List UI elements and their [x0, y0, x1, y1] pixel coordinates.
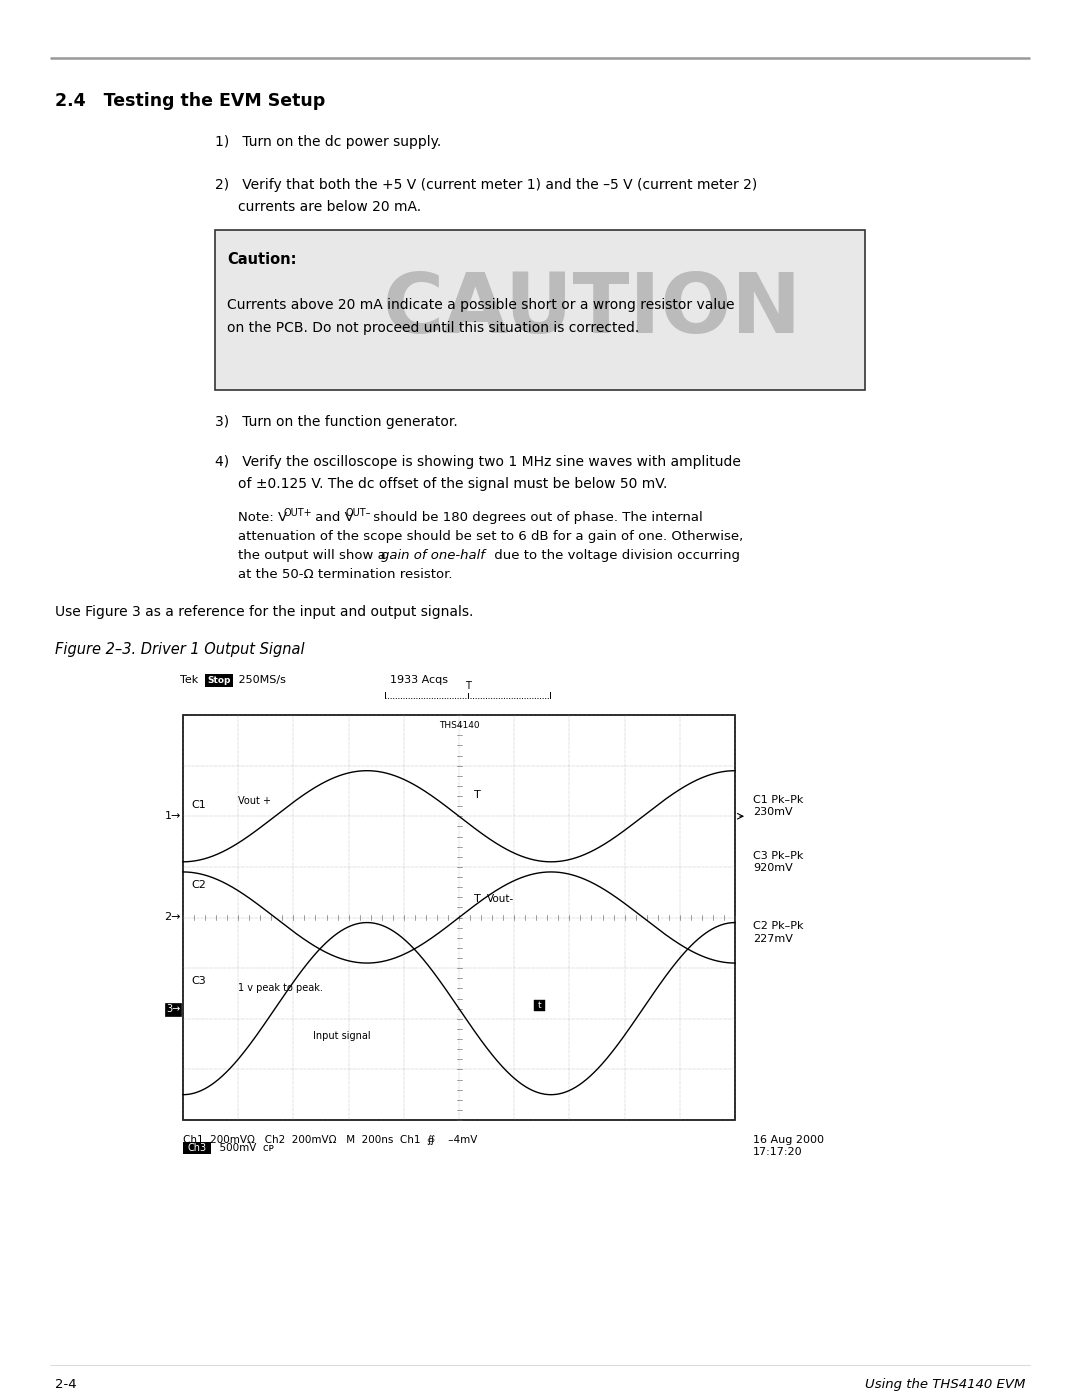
- Text: 1)   Turn on the dc power supply.: 1) Turn on the dc power supply.: [215, 136, 442, 149]
- Text: Figure 2–3. Driver 1 Output Signal: Figure 2–3. Driver 1 Output Signal: [55, 643, 305, 657]
- Text: should be 180 degrees out of phase. The internal: should be 180 degrees out of phase. The …: [369, 511, 703, 524]
- Text: T: T: [474, 791, 481, 800]
- Text: C3: C3: [191, 975, 206, 986]
- Text: T: T: [464, 680, 471, 692]
- Text: THS4140: THS4140: [438, 721, 480, 731]
- Text: C1: C1: [191, 800, 206, 810]
- Text: on the PCB. Do not proceed until this situation is corrected.: on the PCB. Do not proceed until this si…: [227, 321, 639, 335]
- Text: 2)   Verify that both the +5 V (current meter 1) and the –5 V (current meter 2): 2) Verify that both the +5 V (current me…: [215, 177, 757, 191]
- Text: C2 Pk–Pk
227mV: C2 Pk–Pk 227mV: [753, 921, 804, 944]
- Text: Tek: Tek: [180, 675, 202, 685]
- Text: 2.4   Testing the EVM Setup: 2.4 Testing the EVM Setup: [55, 92, 325, 110]
- Bar: [183, 1141, 211, 1154]
- Text: 1933 Acqs: 1933 Acqs: [390, 675, 448, 685]
- Text: 1→: 1→: [164, 812, 181, 821]
- Text: Vout-: Vout-: [487, 894, 514, 904]
- Bar: [205, 673, 233, 687]
- Text: OUT–: OUT–: [345, 509, 370, 518]
- Text: T: T: [474, 894, 481, 904]
- Bar: [534, 1000, 545, 1010]
- Text: Vout +: Vout +: [238, 796, 271, 806]
- Text: 1 v peak to peak.: 1 v peak to peak.: [238, 982, 323, 993]
- Text: Input signal: Input signal: [313, 1031, 370, 1041]
- Text: Note: V: Note: V: [238, 511, 287, 524]
- Text: 3)   Turn on the function generator.: 3) Turn on the function generator.: [215, 415, 458, 429]
- Text: gain of one-half: gain of one-half: [381, 549, 485, 562]
- Bar: [183, 715, 735, 1120]
- Text: Caution:: Caution:: [227, 251, 297, 267]
- Text: Ch1  200mVΩ   Ch2  200mVΩ   M  200ns  Ch1  ∯    –4mV: Ch1 200mVΩ Ch2 200mVΩ M 200ns Ch1 ∯ –4mV: [183, 1134, 477, 1146]
- Text: CAUTION: CAUTION: [382, 270, 801, 351]
- Bar: [215, 231, 865, 390]
- Text: due to the voltage division occurring: due to the voltage division occurring: [490, 549, 740, 562]
- Text: Stop: Stop: [207, 676, 231, 685]
- Bar: [165, 1003, 181, 1016]
- Text: the output will show a: the output will show a: [238, 549, 390, 562]
- Text: 500mV  ᴄᴘ: 500mV ᴄᴘ: [213, 1143, 274, 1153]
- Text: t: t: [538, 1000, 541, 1010]
- Text: OUT+: OUT+: [284, 509, 312, 518]
- Text: Ch3: Ch3: [188, 1143, 206, 1153]
- Text: Use Figure 3 as a reference for the input and output signals.: Use Figure 3 as a reference for the inpu…: [55, 605, 473, 619]
- Text: 16 Aug 2000
17:17:20: 16 Aug 2000 17:17:20: [753, 1134, 824, 1157]
- Text: 250MS/s: 250MS/s: [235, 675, 286, 685]
- Text: Currents above 20 mA indicate a possible short or a wrong resistor value: Currents above 20 mA indicate a possible…: [227, 298, 734, 312]
- Text: 4)   Verify the oscilloscope is showing two 1 MHz sine waves with amplitude: 4) Verify the oscilloscope is showing tw…: [215, 455, 741, 469]
- Text: C2: C2: [191, 880, 206, 890]
- Text: attenuation of the scope should be set to 6 dB for a gain of one. Otherwise,: attenuation of the scope should be set t…: [238, 529, 743, 543]
- Text: C3 Pk–Pk
920mV: C3 Pk–Pk 920mV: [753, 851, 804, 873]
- Text: and V: and V: [311, 511, 354, 524]
- Text: C1 Pk–Pk
230mV: C1 Pk–Pk 230mV: [753, 795, 804, 817]
- Text: 2-4: 2-4: [55, 1377, 77, 1391]
- Text: Using the THS4140 EVM: Using the THS4140 EVM: [865, 1377, 1025, 1391]
- Text: of ±0.125 V. The dc offset of the signal must be below 50 mV.: of ±0.125 V. The dc offset of the signal…: [238, 476, 667, 490]
- Text: 2→: 2→: [164, 912, 181, 922]
- Text: at the 50-Ω termination resistor.: at the 50-Ω termination resistor.: [238, 569, 453, 581]
- Text: currents are below 20 mA.: currents are below 20 mA.: [238, 200, 421, 214]
- Text: 3→: 3→: [166, 1004, 180, 1014]
